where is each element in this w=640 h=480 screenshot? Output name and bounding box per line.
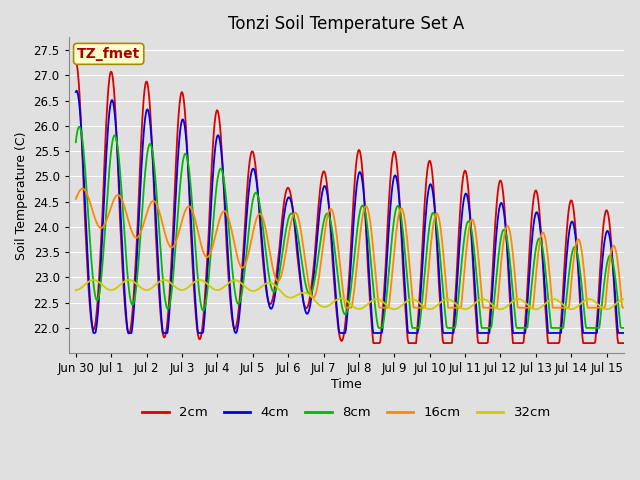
2cm [72, 59, 79, 64]
2cm [223, 248, 230, 253]
32cm [433, 302, 441, 308]
32cm [82, 281, 90, 287]
4cm [72, 89, 79, 95]
32cm [621, 296, 628, 302]
16cm [342, 305, 349, 311]
16cm [83, 190, 90, 196]
16cm [79, 186, 86, 192]
4cm [419, 266, 426, 272]
Y-axis label: Soil Temperature (C): Soil Temperature (C) [15, 131, 28, 260]
32cm [417, 302, 425, 308]
8cm [375, 325, 383, 331]
32cm [532, 306, 540, 312]
16cm [435, 213, 442, 218]
4cm [83, 231, 90, 237]
32cm [72, 287, 79, 293]
32cm [139, 286, 147, 292]
16cm [419, 305, 426, 311]
8cm [419, 299, 426, 304]
8cm [76, 124, 83, 130]
4cm [435, 256, 442, 262]
X-axis label: Time: Time [331, 378, 362, 391]
2cm [369, 340, 377, 346]
2cm [138, 119, 146, 125]
2cm [82, 232, 90, 238]
32cm [224, 281, 232, 287]
2cm [417, 262, 425, 267]
16cm [621, 305, 628, 311]
Title: Tonzi Soil Temperature Set A: Tonzi Soil Temperature Set A [228, 15, 465, 33]
16cm [139, 223, 147, 229]
2cm [433, 253, 441, 259]
Text: TZ_fmet: TZ_fmet [77, 47, 140, 61]
8cm [621, 325, 628, 331]
8cm [72, 139, 79, 145]
4cm [90, 330, 98, 336]
16cm [72, 196, 79, 202]
Line: 16cm: 16cm [76, 189, 625, 308]
4cm [140, 131, 148, 136]
4cm [196, 330, 204, 336]
Line: 2cm: 2cm [76, 61, 625, 343]
8cm [195, 284, 202, 290]
16cm [195, 231, 202, 237]
4cm [73, 88, 81, 94]
8cm [139, 197, 147, 203]
8cm [435, 235, 442, 240]
2cm [621, 340, 628, 346]
Line: 4cm: 4cm [76, 91, 625, 333]
8cm [83, 185, 90, 191]
Legend: 2cm, 4cm, 8cm, 16cm, 32cm: 2cm, 4cm, 8cm, 16cm, 32cm [137, 401, 556, 424]
32cm [195, 277, 202, 283]
2cm [194, 331, 202, 337]
16cm [224, 213, 232, 218]
Line: 32cm: 32cm [76, 280, 625, 309]
4cm [225, 259, 232, 265]
4cm [621, 330, 628, 336]
8cm [224, 212, 232, 218]
Line: 8cm: 8cm [76, 127, 625, 328]
32cm [90, 277, 97, 283]
